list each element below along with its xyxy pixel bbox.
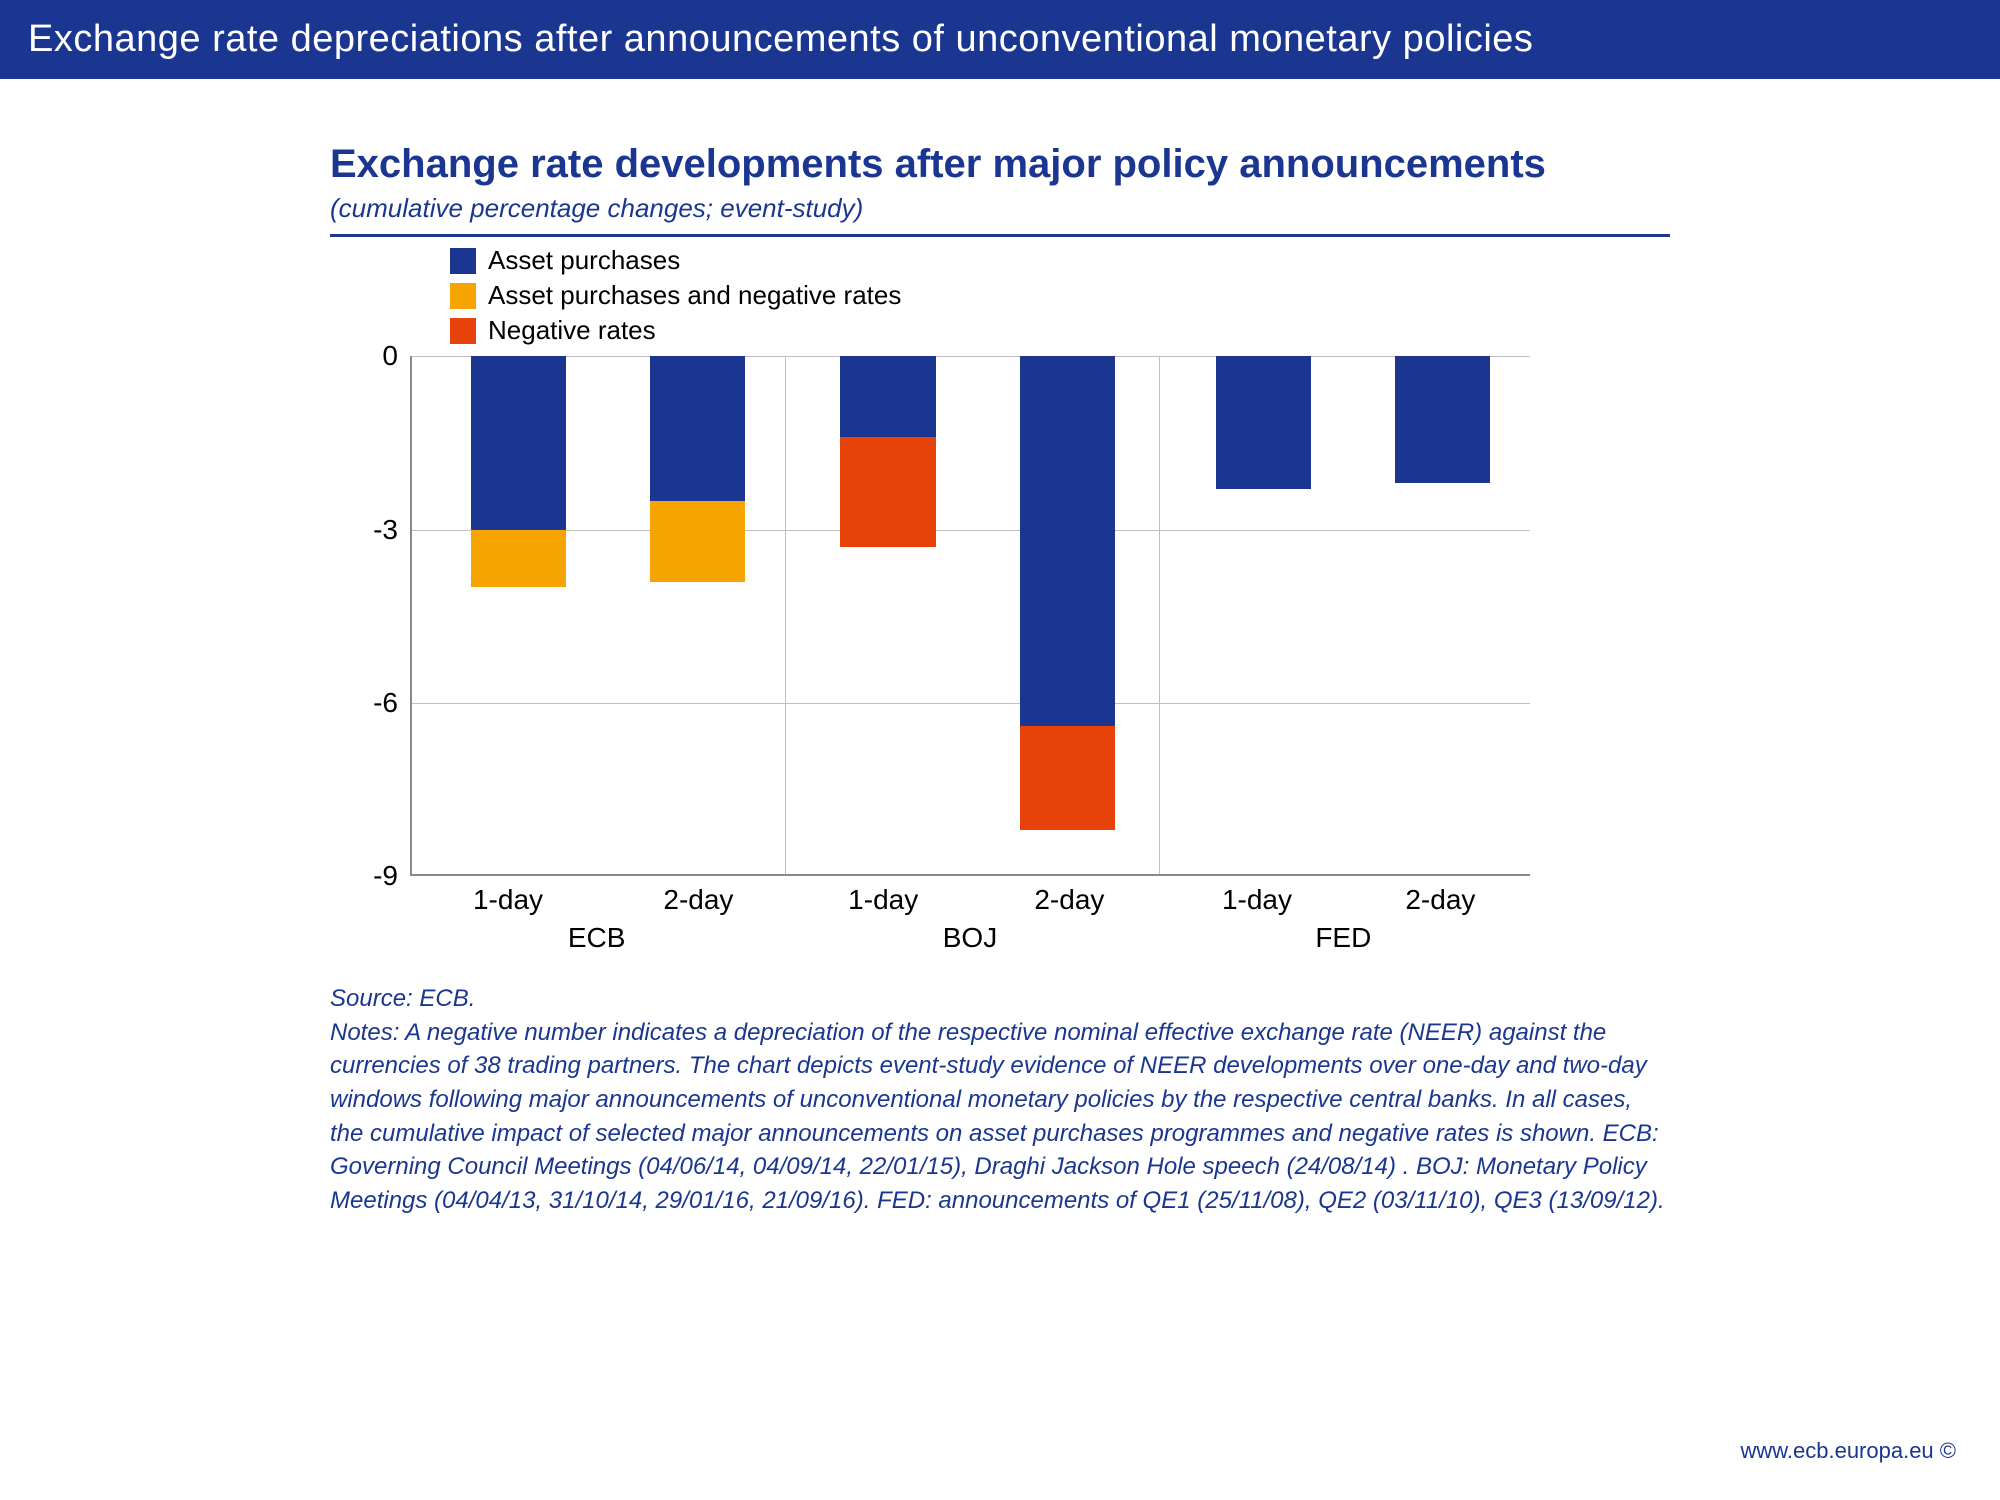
- bar-segment: [1395, 356, 1490, 483]
- bar-segment: [650, 501, 745, 582]
- x-group-label: ECB: [410, 916, 783, 954]
- chart-subtitle: (cumulative percentage changes; event-st…: [330, 193, 1670, 224]
- bar: [471, 356, 566, 587]
- y-tick-label: -9: [373, 860, 398, 892]
- legend-swatch: [450, 318, 476, 344]
- y-tick-label: -6: [373, 687, 398, 719]
- bar-segment: [1020, 726, 1115, 830]
- x-group-label: BOJ: [783, 916, 1156, 954]
- bar: [1216, 356, 1311, 489]
- x-sub-label: 2-day: [606, 876, 791, 916]
- legend-item: Negative rates: [450, 313, 1670, 348]
- bar: [840, 356, 935, 547]
- x-sub-label: 2-day: [1351, 876, 1530, 916]
- chart-notes: Source: ECB. Notes: A negative number in…: [330, 982, 1670, 1217]
- legend-label: Asset purchases and negative rates: [488, 278, 901, 313]
- x-sub-label: 1-day: [791, 876, 976, 916]
- bar: [1020, 356, 1115, 830]
- bar-segment: [1020, 356, 1115, 726]
- bar: [650, 356, 745, 581]
- chart-area: 0-3-6-9: [330, 356, 1670, 876]
- title-rule: [330, 234, 1670, 237]
- content-area: Exchange rate developments after major p…: [0, 79, 2000, 1217]
- x-sub-label: 1-day: [410, 876, 606, 916]
- legend-swatch: [450, 248, 476, 274]
- bar-segment: [471, 530, 566, 588]
- bar-segment: [1216, 356, 1311, 489]
- x-sub-label: 2-day: [976, 876, 1164, 916]
- group-divider: [1159, 356, 1160, 874]
- y-tick-label: -3: [373, 514, 398, 546]
- legend-label: Asset purchases: [488, 243, 680, 278]
- bar-segment: [840, 356, 935, 437]
- page-header-title: Exchange rate depreciations after announ…: [28, 18, 1533, 60]
- x-sub-label: 1-day: [1163, 876, 1351, 916]
- page-header: Exchange rate depreciations after announ…: [0, 0, 2000, 79]
- gridline: [412, 530, 1530, 531]
- y-axis: 0-3-6-9: [330, 356, 410, 876]
- y-tick-label: 0: [382, 340, 398, 372]
- chart-title: Exchange rate developments after major p…: [330, 139, 1670, 189]
- x-group-labels: ECBBOJFED: [410, 916, 1530, 954]
- x-sub-labels: 1-day2-day1-day2-day1-day2-day: [410, 876, 1530, 916]
- group-divider: [785, 356, 786, 874]
- bar-segment: [650, 356, 745, 500]
- plot-area: [410, 356, 1530, 876]
- gridline: [412, 356, 1530, 357]
- gridline: [412, 703, 1530, 704]
- legend-item: Asset purchases and negative rates: [450, 278, 1670, 313]
- legend-label: Negative rates: [488, 313, 656, 348]
- bar-segment: [840, 437, 935, 547]
- legend-item: Asset purchases: [450, 243, 1670, 278]
- legend-swatch: [450, 283, 476, 309]
- notes-source: Source: ECB.: [330, 982, 1670, 1016]
- chart-legend: Asset purchasesAsset purchases and negat…: [330, 243, 1670, 348]
- x-group-label: FED: [1157, 916, 1530, 954]
- bar-segment: [471, 356, 566, 529]
- notes-body: Notes: A negative number indicates a dep…: [330, 1016, 1670, 1218]
- footer-credit: www.ecb.europa.eu ©: [1740, 1438, 1956, 1464]
- bar: [1395, 356, 1490, 483]
